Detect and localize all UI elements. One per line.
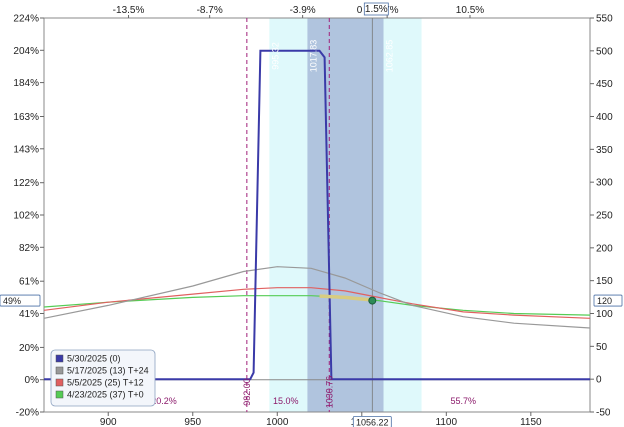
right-tick-label: 100 (596, 309, 613, 320)
left-tick-label: 163% (13, 112, 39, 123)
left-tick-label: 102% (13, 211, 39, 222)
x-tick-label: 950 (184, 417, 201, 427)
top-tick-label: -3.9% (290, 5, 316, 16)
legend-box (50, 349, 156, 407)
left-tick-label: 122% (13, 178, 39, 189)
legend-entry: 4/23/2025 (37) T+0 (67, 390, 144, 400)
left-tick-label: 184% (13, 78, 39, 89)
legend-entry: 5/5/2025 (25) T+12 (67, 378, 144, 388)
right-tick-label: 500 (596, 46, 613, 57)
x-tick-label: 1150 (520, 417, 542, 427)
top-tick-label: -13.5% (113, 5, 145, 16)
left-tick-label: 0% (25, 375, 40, 386)
left-tick-label: -20% (16, 408, 39, 419)
series-line (43, 287, 591, 319)
left-value-text: 49% (3, 296, 21, 306)
current-price-text: 1056.22 (356, 418, 389, 427)
left-tick-label: 224% (13, 14, 39, 25)
right-value-text: 120 (597, 296, 612, 306)
left-tick-label: 20% (19, 343, 39, 354)
current-pct-text: 1.5% (365, 4, 388, 15)
legend-swatch (55, 390, 64, 399)
right-tick-label: 250 (596, 211, 613, 222)
breakeven-label: 982.00 (242, 378, 252, 406)
right-tick-label: 300 (596, 178, 613, 189)
legend-entry: 5/17/2025 (13) T+24 (67, 366, 149, 376)
right-tick-label: 0 (596, 375, 602, 386)
band-label: 1085.36 (423, 40, 433, 73)
legend-swatch (55, 354, 64, 363)
left-tick-label: 82% (19, 243, 39, 254)
right-value-box (593, 294, 623, 307)
right-tick-label: 50 (596, 342, 608, 353)
band-label: 1062.85 (385, 40, 395, 73)
series-line (44, 49, 590, 381)
probability-label: 15.0% (273, 396, 299, 406)
right-tick-label: 550 (596, 14, 613, 25)
current-price-box (352, 416, 392, 427)
legend-swatch (55, 378, 64, 387)
x-tick-label: 1000 (266, 417, 289, 427)
band-label: 1017.83 (308, 40, 318, 73)
right-tick-label: 200 (596, 243, 613, 254)
highlight-segment (319, 294, 371, 302)
right-tick-label: -50 (596, 408, 611, 419)
top-tick-label: -8.7% (197, 5, 223, 16)
x-tick-label: 1100 (436, 417, 458, 427)
probability-label: 55.7% (450, 396, 476, 406)
left-tick-label: 61% (19, 277, 39, 288)
breakeven-label: 1030.76 (324, 376, 334, 409)
band-label: 995.32 (270, 42, 280, 70)
current-pct-box (363, 2, 389, 16)
right-tick-label: 350 (596, 145, 613, 156)
series-line (43, 266, 591, 329)
left-tick-label: 41% (19, 309, 39, 320)
legend-entry: 5/30/2025 (0) (67, 354, 121, 364)
right-tick-label: 150 (596, 276, 613, 287)
x-tick-label: 900 (100, 417, 117, 427)
probability-label: 20.2% (151, 396, 177, 406)
left-tick-label: 204% (13, 46, 39, 57)
left-tick-label: 143% (13, 144, 39, 155)
top-tick-label: 10.5% (456, 5, 484, 16)
current-pct-zero: 0 (357, 5, 363, 16)
right-tick-label: 450 (596, 79, 613, 90)
right-tick-label: 400 (596, 112, 613, 123)
std-dev-band-1 (307, 18, 384, 412)
left-value-box (0, 294, 41, 307)
current-position-marker (368, 296, 377, 305)
legend-swatch (55, 366, 64, 375)
